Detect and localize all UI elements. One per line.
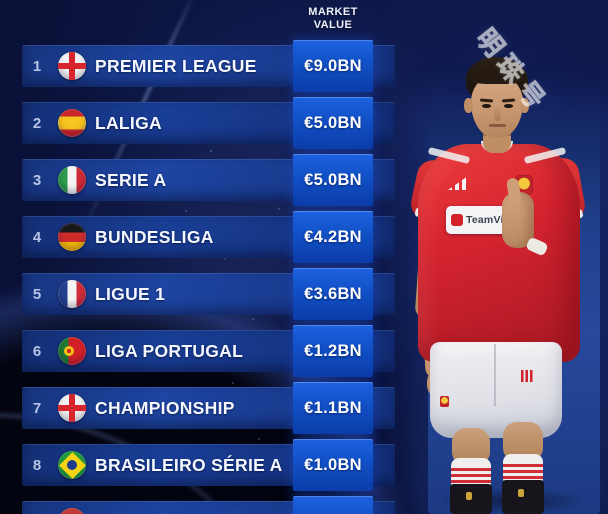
league-row bbox=[0, 496, 608, 514]
rank-number: 5 bbox=[32, 285, 42, 303]
market-value-text: €5.0BN bbox=[304, 170, 362, 189]
sponsor-logo-icon bbox=[451, 214, 463, 226]
market-value-text: €4.2BN bbox=[304, 227, 362, 246]
market-value-text: €1.0BN bbox=[304, 455, 362, 474]
shorts-crest-icon bbox=[440, 396, 449, 407]
player-right-sock bbox=[502, 480, 544, 514]
rank-number: 7 bbox=[32, 399, 42, 417]
rank-number: 2 bbox=[32, 114, 42, 132]
rank-number: 1 bbox=[32, 57, 42, 75]
market-value-text: €3.6BN bbox=[304, 284, 362, 303]
player-photo: TeamVi bbox=[398, 0, 608, 514]
country-flag-icon bbox=[58, 223, 86, 251]
rank-number: 3 bbox=[32, 171, 42, 189]
market-value-badge: €5.0BN bbox=[293, 154, 373, 206]
market-value-text: €5.0BN bbox=[304, 113, 362, 132]
player-left-ear bbox=[464, 98, 473, 113]
league-name: PREMIER LEAGUE bbox=[95, 55, 257, 76]
league-name: LALIGA bbox=[95, 112, 162, 133]
market-value-badge bbox=[293, 496, 373, 514]
market-value-badge: €3.6BN bbox=[293, 268, 373, 320]
header-line-1: MARKET bbox=[308, 6, 358, 18]
player-right-eye bbox=[504, 104, 513, 108]
market-value-text: €9.0BN bbox=[304, 56, 362, 75]
player-jersey-torso bbox=[418, 144, 580, 362]
shorts-adidas-mark bbox=[521, 370, 533, 382]
league-row: 4 BUNDESLIGA €4.2BN bbox=[0, 211, 608, 263]
left-sock-crest-icon bbox=[466, 492, 472, 500]
country-flag-icon bbox=[58, 337, 86, 365]
market-value-badge: €5.0BN bbox=[293, 97, 373, 149]
shorts-seam bbox=[494, 344, 496, 406]
market-value-text: €1.2BN bbox=[304, 341, 362, 360]
rank-number: 6 bbox=[32, 342, 42, 360]
league-name: CHAMPIONSHIP bbox=[95, 397, 235, 418]
market-value-badge: €1.0BN bbox=[293, 439, 373, 491]
market-value-text: €1.1BN bbox=[304, 398, 362, 417]
country-flag-icon bbox=[58, 508, 86, 514]
league-name: SERIE A bbox=[95, 169, 167, 190]
country-flag-icon bbox=[58, 52, 86, 80]
country-flag-icon bbox=[58, 166, 86, 194]
player-nose bbox=[494, 106, 501, 121]
market-value-column-header: MARKET VALUE bbox=[293, 6, 373, 32]
country-flag-icon bbox=[58, 451, 86, 479]
star-dust-decor bbox=[0, 0, 2, 2]
market-value-badge: €1.2BN bbox=[293, 325, 373, 377]
rank-number: 8 bbox=[32, 456, 42, 474]
market-value-badge: €9.0BN bbox=[293, 40, 373, 92]
league-name: BUNDESLIGA bbox=[95, 226, 214, 247]
league-row: 7 CHAMPIONSHIP €1.1BN bbox=[0, 382, 608, 434]
league-name: BRASILEIRO SÉRIE A bbox=[95, 454, 283, 475]
player-right-sock-top bbox=[503, 454, 543, 482]
league-row: 5 LIGUE 1 €3.6BN bbox=[0, 268, 608, 320]
player-mouth bbox=[489, 124, 506, 127]
player-left-sock-top bbox=[451, 458, 491, 486]
league-row: 2 LALIGA €5.0BN bbox=[0, 97, 608, 149]
player-shorts bbox=[430, 342, 562, 438]
header-line-2: VALUE bbox=[313, 19, 353, 31]
league-name: LIGUE 1 bbox=[95, 283, 166, 304]
country-flag-icon bbox=[58, 280, 86, 308]
league-row: 6 LIGA PORTUGAL €1.2BN bbox=[0, 325, 608, 377]
country-flag-icon bbox=[58, 109, 86, 137]
league-row: 3 SERIE A €5.0BN bbox=[0, 154, 608, 206]
rank-number: 4 bbox=[32, 228, 42, 246]
league-ranking-list: 1 PREMIER LEAGUE €9.0BN 2 LALIGA €5.0BN … bbox=[0, 40, 608, 514]
market-value-badge: €1.1BN bbox=[293, 382, 373, 434]
market-value-badge: €4.2BN bbox=[293, 211, 373, 263]
sponsor-text: TeamVi bbox=[466, 214, 504, 226]
rank-number bbox=[26, 496, 48, 514]
player-right-ear bbox=[520, 98, 529, 113]
player-left-eye bbox=[482, 104, 491, 108]
league-name: LIGA PORTUGAL bbox=[95, 340, 244, 361]
country-flag-icon bbox=[58, 394, 86, 422]
right-sock-crest-icon bbox=[518, 489, 524, 497]
league-row: 8 BRASILEIRO SÉRIE A €1.0BN bbox=[0, 439, 608, 491]
player-hair-fringe bbox=[471, 70, 523, 84]
league-row: 1 PREMIER LEAGUE €9.0BN bbox=[0, 40, 608, 92]
